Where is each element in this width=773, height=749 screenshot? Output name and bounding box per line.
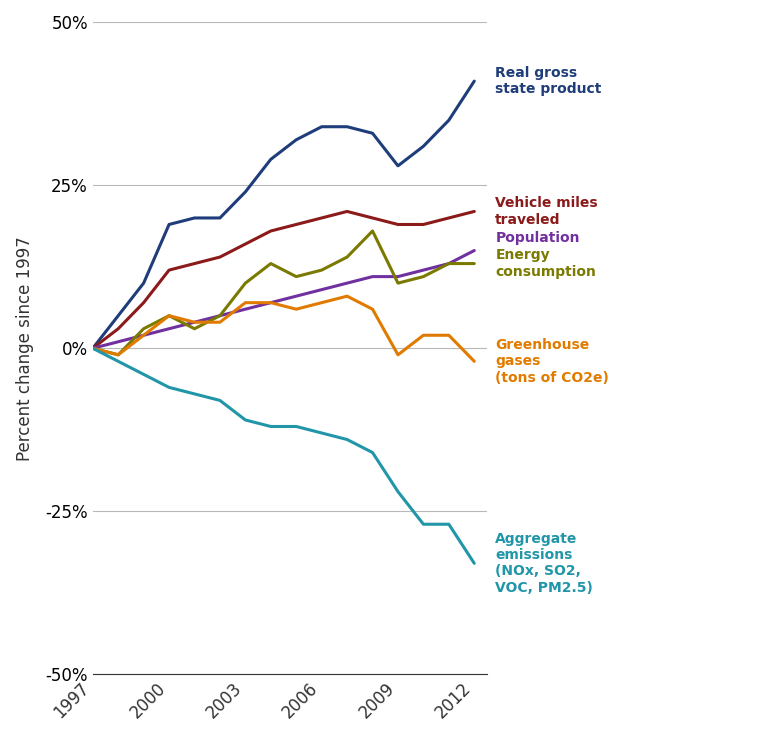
Text: Population: Population [495,231,580,244]
Text: Greenhouse
gases
(tons of CO2e): Greenhouse gases (tons of CO2e) [495,338,609,384]
Text: Vehicle miles
traveled: Vehicle miles traveled [495,196,598,226]
Text: Aggregate
emissions
(NOx, SO2,
VOC, PM2.5): Aggregate emissions (NOx, SO2, VOC, PM2.… [495,532,593,595]
Text: Real gross
state product: Real gross state product [495,66,601,96]
Text: Energy
consumption: Energy consumption [495,249,596,279]
Y-axis label: Percent change since 1997: Percent change since 1997 [16,236,34,461]
